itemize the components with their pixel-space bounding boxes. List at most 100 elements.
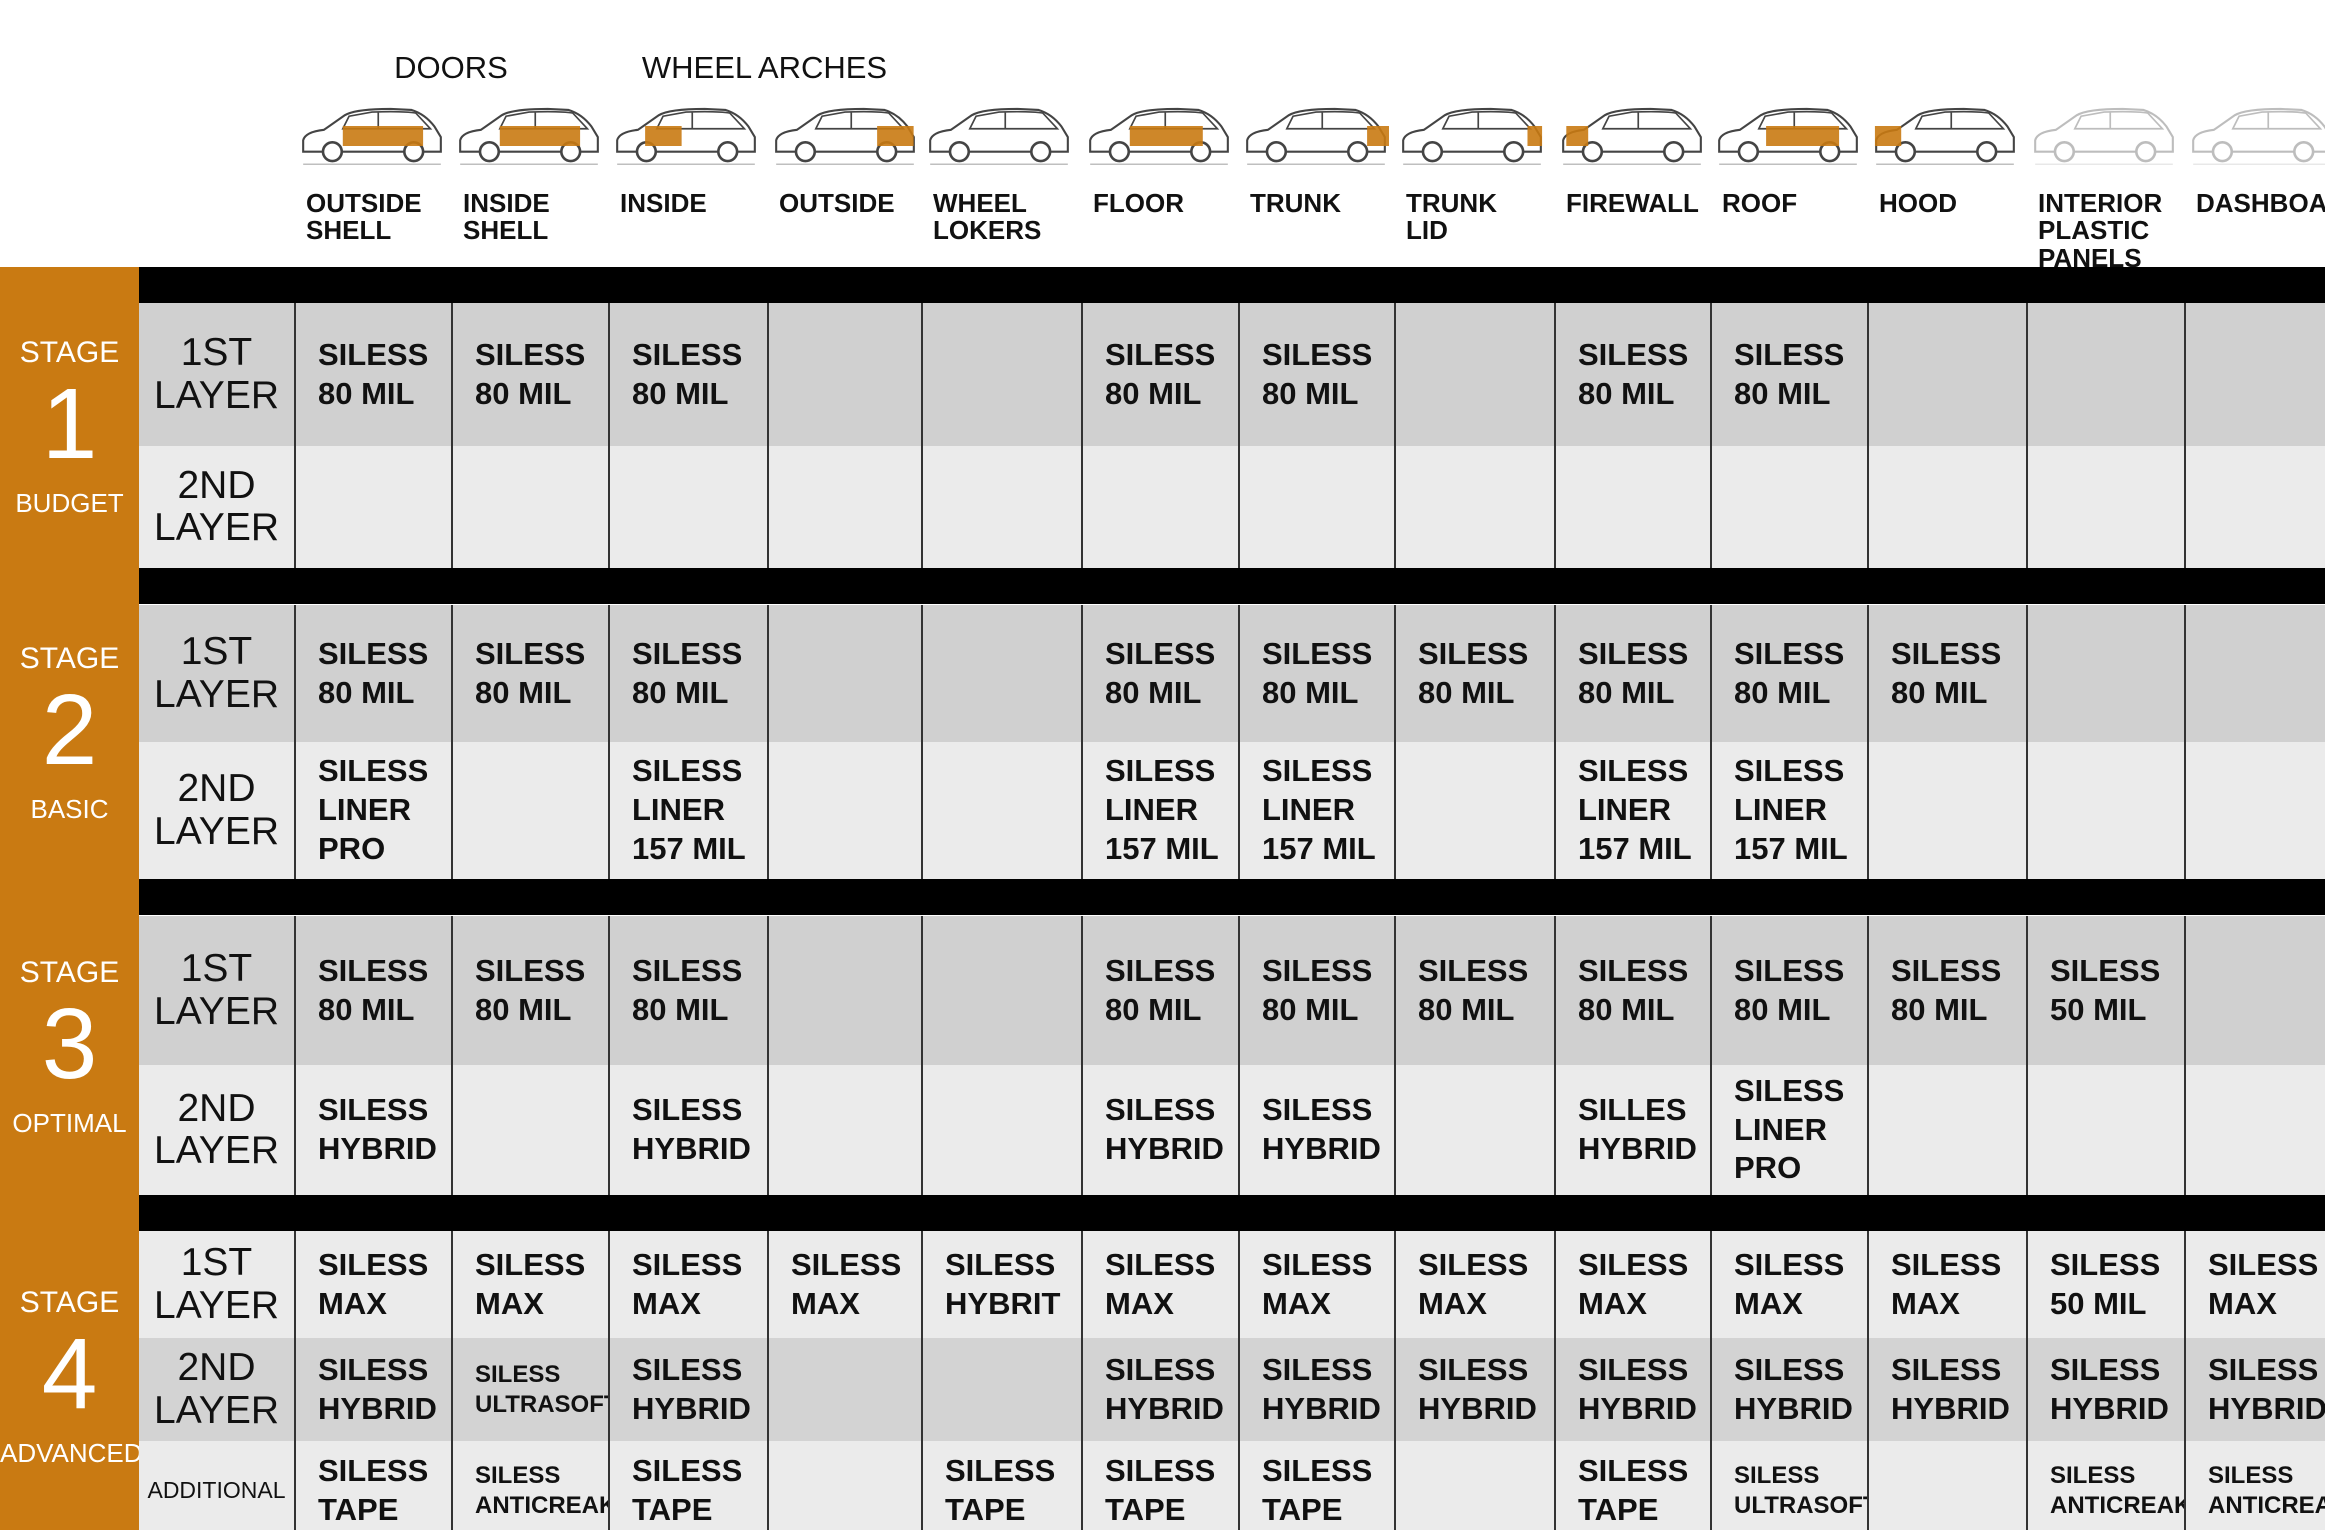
stage-number: 1	[41, 367, 98, 480]
table-cell: SILESS 50 MIL	[2026, 916, 2184, 1065]
table-cell	[767, 303, 921, 446]
table-cell: SILESS 80 MIL	[608, 303, 767, 446]
table-cell	[767, 916, 921, 1065]
stage-column	[0, 267, 139, 1530]
table-cell	[2184, 916, 2325, 1065]
car-icon	[1561, 107, 1703, 166]
table-cell	[451, 446, 608, 568]
table-cell: SILESS 80 MIL	[294, 916, 451, 1065]
layer-label: 2ND LAYER	[139, 1065, 294, 1195]
table-cell	[767, 1338, 921, 1441]
stage-name: ADVANCED	[0, 1437, 143, 1468]
table-cell	[2026, 303, 2184, 446]
stage-name: BUDGET	[15, 487, 124, 518]
table-cell: SILESS 80 MIL	[1867, 916, 2026, 1065]
table-cell: SILESS LINER 157 MIL	[1081, 742, 1238, 879]
car-icon	[2191, 107, 2325, 166]
table-cell: SILESS HYBRID	[2184, 1338, 2325, 1441]
group-label: WHEEL ARCHES	[641, 50, 888, 85]
table-cell	[921, 303, 1081, 446]
table-cell: SILESS 80 MIL	[1081, 605, 1238, 742]
table-cell: SILESS MAX	[1081, 1231, 1238, 1338]
table-cell: SILESS ULTRASOFT	[1710, 1441, 1878, 1530]
table-cell: SILESS 80 MIL	[1081, 916, 1238, 1065]
table-cell	[921, 1338, 1081, 1441]
table-cell	[1394, 303, 1554, 446]
stage-name: OPTIMAL	[12, 1107, 127, 1138]
table-cell	[2184, 742, 2325, 879]
table-cell: SILESS MAX	[767, 1231, 921, 1338]
stage-label: STAGE	[19, 642, 120, 675]
layer-label: 1ST LAYER	[139, 1231, 294, 1338]
car-icon	[774, 107, 916, 166]
table-cell: SILESS HYBRID	[1081, 1065, 1238, 1195]
car-icon	[1717, 107, 1859, 166]
table-cell	[1710, 446, 1867, 568]
table-cell: SILESS 80 MIL	[1238, 605, 1394, 742]
stage-number: 3	[41, 987, 98, 1100]
table-cell: SILESS HYBRID	[1394, 1338, 1554, 1441]
table-cell: SILESS HYBRID	[2026, 1338, 2184, 1441]
table-cell	[451, 742, 608, 879]
table-cell: SILESS 80 MIL	[1394, 605, 1554, 742]
car-icon	[301, 107, 443, 166]
table-cell	[767, 1065, 921, 1195]
column-header: OUTSIDE	[779, 188, 895, 218]
table-cell	[451, 1065, 608, 1195]
table-cell	[1867, 1441, 2026, 1530]
layer-label: 2ND LAYER	[139, 742, 294, 879]
table-cell: SILESS ANTICREAK	[451, 1441, 616, 1530]
table-cell: SILESS MAX	[294, 1231, 451, 1338]
table-cell	[2184, 1065, 2325, 1195]
group-label: DOORS	[394, 50, 508, 85]
separator-bar	[139, 568, 2325, 604]
table-cell: SILESS 80 MIL	[1081, 303, 1238, 446]
column-header: FIREWALL	[1566, 188, 1699, 218]
table-cell: SILESS HYBRID	[1710, 1338, 1867, 1441]
table-cell: SILESS MAX	[2184, 1231, 2325, 1338]
stage-name: BASIC	[30, 794, 109, 824]
table-cell: SILESS 50 MIL	[2026, 1231, 2184, 1338]
table-cell	[2026, 605, 2184, 742]
car-icon	[1088, 107, 1230, 166]
table-cell: SILESS 80 MIL	[1554, 605, 1710, 742]
table-cell: SILESS HYBRID	[1238, 1065, 1394, 1195]
layer-label: 1ST LAYER	[139, 605, 294, 742]
table-cell	[767, 742, 921, 879]
table-cell: SILESS LINER PRO	[294, 742, 451, 879]
table-cell	[921, 916, 1081, 1065]
table-cell	[1867, 742, 2026, 879]
table-cell	[2026, 1065, 2184, 1195]
table-cell	[2026, 742, 2184, 879]
table-cell: SILESS MAX	[1867, 1231, 2026, 1338]
table-cell	[1394, 1441, 1554, 1530]
table-cell	[1554, 446, 1710, 568]
car-icon	[1245, 107, 1389, 166]
table-cell: SILESS TAPE	[1554, 1441, 1710, 1530]
table-cell: SILESS LINER PRO	[1710, 1065, 1867, 1195]
car-icon	[1874, 107, 2016, 166]
table-cell	[1238, 446, 1394, 568]
table-cell: SILESS LINER 157 MIL	[1238, 742, 1394, 879]
column-header: INSIDE SHELL	[463, 188, 550, 246]
table-cell	[921, 605, 1081, 742]
table-cell: SILESS TAPE	[1238, 1441, 1394, 1530]
column-header: WHEEL LOKERS	[933, 188, 1042, 246]
table-cell: SILESS 80 MIL	[1238, 916, 1394, 1065]
car-icon	[458, 107, 600, 166]
layer-label: 1ST LAYER	[139, 303, 294, 446]
table-cell: SILESS HYBRID	[1081, 1338, 1238, 1441]
table-cell: SILESS LINER 157 MIL	[608, 742, 767, 879]
table-cell	[294, 446, 451, 568]
table-cell	[921, 446, 1081, 568]
table-cell	[1867, 446, 2026, 568]
column-header: TRUNK LID	[1406, 188, 1497, 246]
car-icon	[928, 107, 1070, 166]
table-cell: SILESS HYBRID	[294, 1338, 451, 1441]
table-cell: SILESS TAPE	[921, 1441, 1081, 1530]
stage-number: 4	[41, 1317, 98, 1430]
layer-label: 2ND LAYER	[139, 1338, 294, 1441]
table-cell: SILESS MAX	[1238, 1231, 1394, 1338]
table-cell	[2184, 605, 2325, 742]
